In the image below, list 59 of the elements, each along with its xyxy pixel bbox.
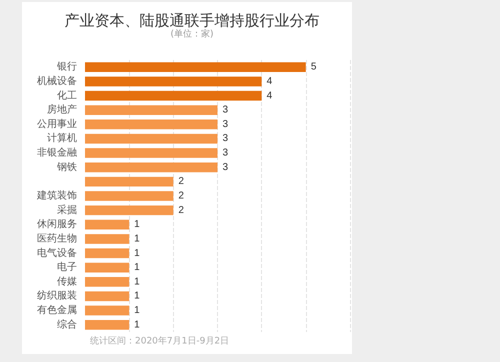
text: 统计区间：2020年7月1日-9月2日 [90,336,230,346]
y-tick-label: 医药生物 [37,232,77,244]
data-label: 2 [178,204,184,216]
bar [85,320,130,330]
bar [85,262,130,272]
bar [85,62,306,72]
bar [85,120,218,130]
data-label: 4 [266,76,273,87]
y-tick-label: 有色金属 [37,304,77,316]
chart-title: 产业资本、陆股通联手增持股行业分布 [64,12,320,30]
bar [85,148,218,158]
y-tick-label: 化工 [57,89,77,102]
bar [85,220,130,230]
bar [85,176,174,187]
data-label: 5 [310,62,317,73]
bar [85,134,218,144]
data-label: 2 [178,190,184,202]
data-label: 1 [134,262,140,274]
bar [85,234,130,244]
y-tick-label: 电气设备 [37,246,77,259]
y-tick-label: 电子 [57,261,77,274]
data-label: 3 [222,148,228,159]
y-tick-label: 建筑装饰 [36,190,77,202]
bar [85,248,130,258]
data-label: 1 [134,248,140,259]
data-label: 1 [134,290,140,302]
bar [85,191,174,201]
data-label: 3 [222,162,228,173]
y-tick-label: 休闲服务 [37,218,77,230]
y-tick-label: 银行 [56,62,77,73]
y-tick-label: 采掘 [57,204,77,216]
y-tick-label: 综合 [57,318,77,330]
bar [85,277,130,287]
data-label: 3 [222,104,228,116]
bar [85,205,174,216]
y-tick-label: 钢铁 [56,160,77,173]
data-label: 1 [134,233,140,244]
bar [85,162,218,172]
chart-subtitle: (单位：家) [170,28,214,40]
data-label: 2 [178,176,184,188]
y-tick-label: 纺织服装 [37,290,77,302]
y-tick-label: 房地产 [47,104,77,116]
bar [85,90,262,101]
data-label: 3 [222,133,228,144]
y-tick-label: 传媒 [57,276,77,288]
y-tick-label: 计算机 [47,132,77,144]
y-tick-label: 公用事业 [37,118,77,130]
data-label: 4 [266,90,273,102]
data-label: 1 [134,319,140,330]
bar [85,105,218,115]
data-label: 1 [134,276,140,288]
y-tick-label: 机械设备 [37,74,77,87]
bar [85,291,130,302]
bar [85,306,130,316]
bar [85,76,262,86]
data-label: 3 [222,118,228,130]
data-label: 1 [134,219,140,230]
y-tick-label: 非银金融 [37,146,77,159]
data-label: 1 [134,305,140,316]
